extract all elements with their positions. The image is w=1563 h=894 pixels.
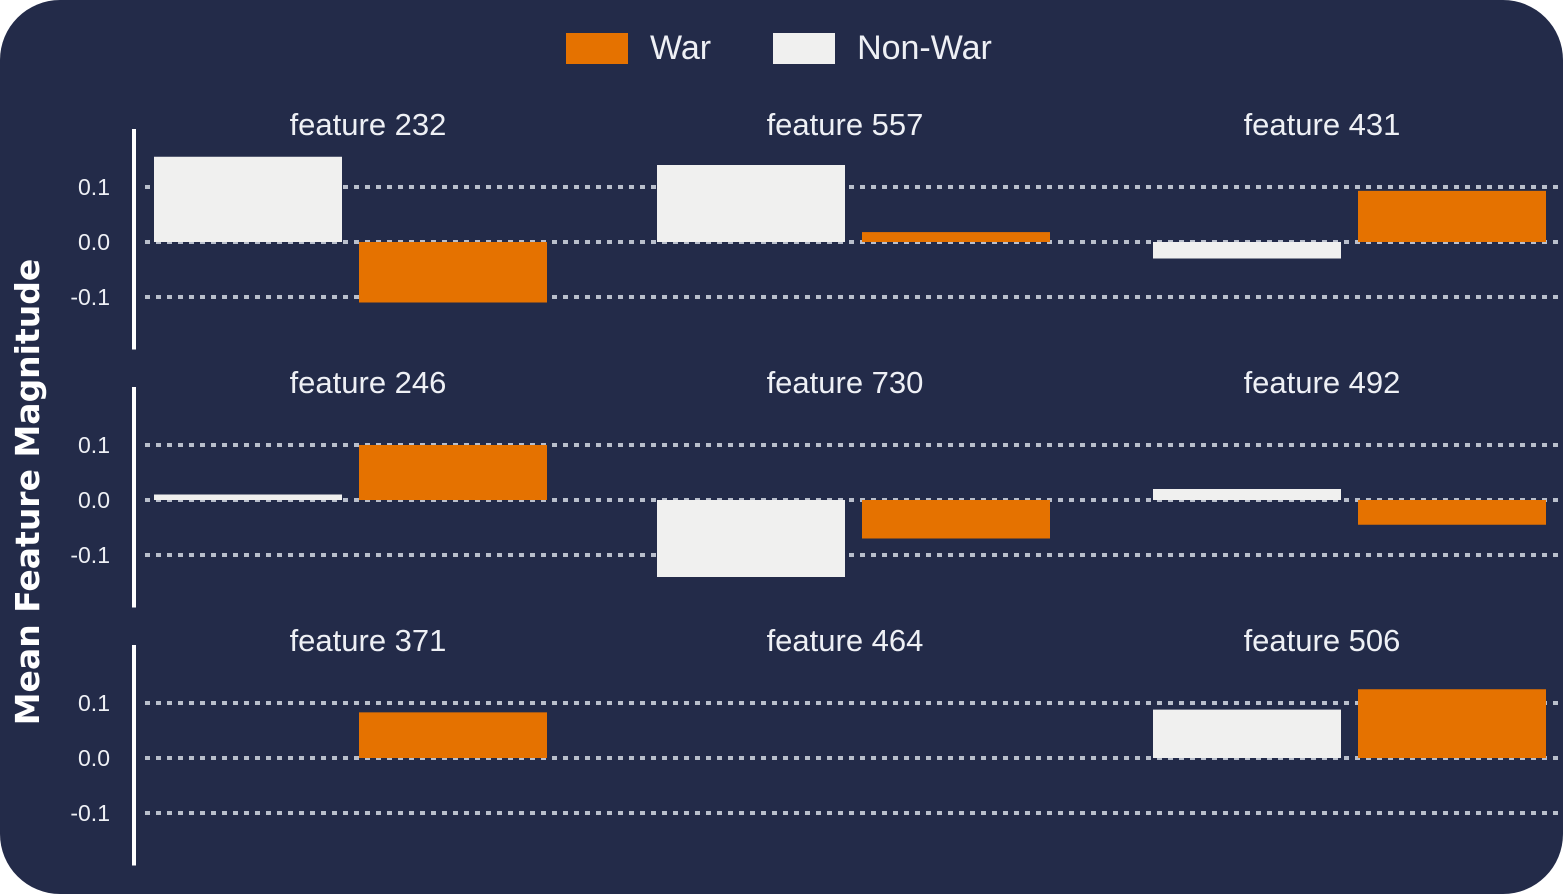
panel-title: feature 232 bbox=[290, 107, 447, 142]
bar-war bbox=[1358, 190, 1546, 242]
panel-title: feature 557 bbox=[767, 107, 924, 142]
panel-title: feature 492 bbox=[1244, 365, 1401, 400]
panel-title: feature 464 bbox=[767, 623, 924, 658]
legend-swatch-war bbox=[566, 32, 628, 64]
y-tick-label: 0.1 bbox=[78, 174, 110, 200]
bar-war bbox=[1358, 689, 1546, 758]
legend: War Non-War bbox=[566, 28, 1054, 68]
y-tick-label: 0.1 bbox=[78, 432, 110, 458]
y-tick-label: -0.1 bbox=[70, 542, 110, 568]
legend-swatch-non-war bbox=[773, 32, 836, 64]
panel-title: feature 506 bbox=[1244, 623, 1401, 658]
bar-non-war bbox=[154, 494, 342, 500]
bar-non-war bbox=[154, 156, 342, 242]
bar-non-war bbox=[1153, 709, 1341, 758]
legend-item-war: War bbox=[566, 29, 711, 68]
y-tick-label: 0.0 bbox=[78, 745, 110, 771]
legend-label-non-war: Non-War bbox=[857, 28, 992, 67]
bar-war bbox=[862, 500, 1050, 539]
bar-non-war bbox=[657, 165, 845, 242]
panel-title: feature 730 bbox=[767, 365, 924, 400]
legend-item-non-war: Non-War bbox=[773, 29, 992, 68]
y-tick-label: 0.0 bbox=[78, 487, 110, 513]
bar-war bbox=[359, 445, 547, 500]
y-tick-label: 0.1 bbox=[78, 690, 110, 716]
bar-non-war bbox=[657, 500, 845, 577]
panel-title: feature 371 bbox=[290, 623, 447, 658]
bar-war bbox=[359, 712, 547, 758]
bar-war bbox=[1358, 500, 1546, 525]
bar-war bbox=[359, 242, 547, 303]
y-tick-label: -0.1 bbox=[70, 800, 110, 826]
panel-title: feature 246 bbox=[290, 365, 447, 400]
bar-war bbox=[862, 232, 1050, 242]
panel-title: feature 431 bbox=[1244, 107, 1401, 142]
y-tick-label: -0.1 bbox=[70, 284, 110, 310]
legend-label-war: War bbox=[650, 28, 712, 67]
y-tick-label: 0.0 bbox=[78, 229, 110, 255]
bar-non-war bbox=[1153, 489, 1341, 500]
bar-non-war bbox=[1153, 242, 1341, 259]
